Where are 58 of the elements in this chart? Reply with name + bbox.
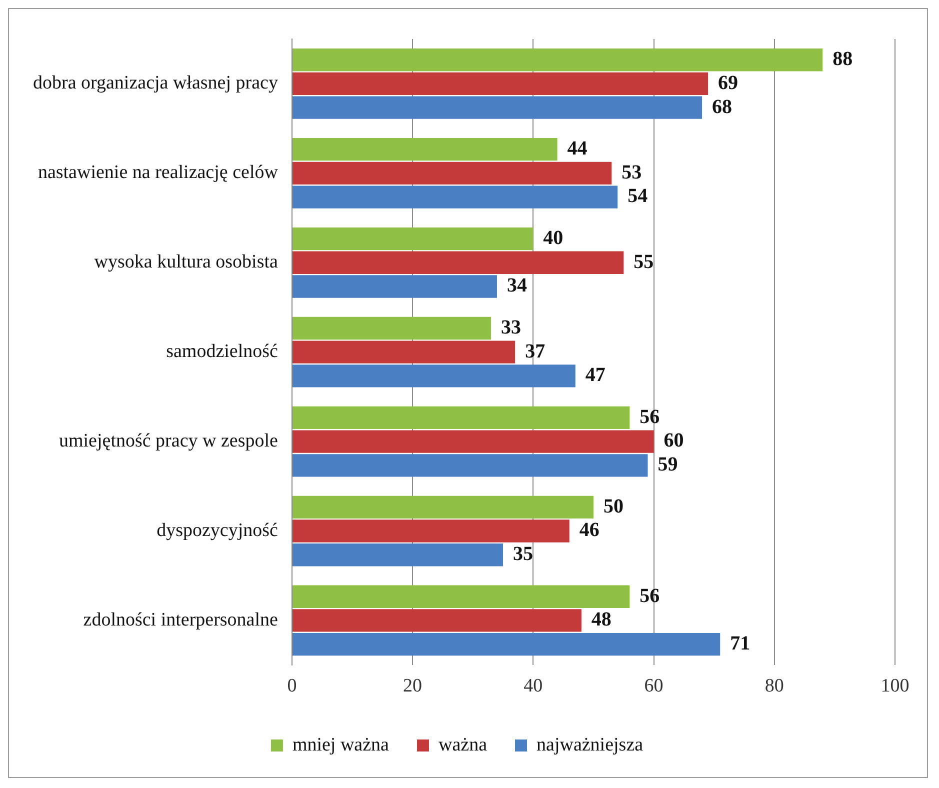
bar (292, 496, 594, 518)
bar (292, 275, 497, 298)
y-tick-label: wysoka kultura osobista (94, 252, 279, 273)
bar (292, 96, 702, 119)
bar (292, 632, 720, 656)
x-tick-label: 100 (880, 676, 910, 697)
data-label: 88 (832, 48, 853, 70)
data-label: 33 (500, 316, 521, 338)
data-label: 53 (622, 161, 642, 184)
data-label: 54 (628, 185, 648, 208)
data-label: 56 (640, 584, 660, 607)
y-tick-label: nastawienie na realizację celów (38, 162, 278, 184)
y-tick-label: zdolności interpersonalne (83, 609, 278, 630)
data-label: 37 (525, 340, 546, 362)
bar (292, 406, 630, 430)
bar (292, 340, 516, 364)
bar (292, 162, 612, 185)
bar (292, 544, 504, 566)
data-label: 69 (718, 72, 738, 94)
data-label: 55 (634, 250, 654, 273)
data-label: 48 (591, 608, 612, 631)
bar (292, 585, 630, 608)
x-tick-label: 60 (644, 676, 664, 697)
data-label: 34 (506, 274, 527, 297)
x-tick-label: 0 (287, 676, 297, 697)
y-tick-label: umiejętność pracy w zespole (58, 430, 278, 452)
data-label: 46 (579, 519, 600, 542)
legend-label: najważniejsza (536, 734, 644, 756)
data-label: 35 (513, 543, 534, 566)
bar (292, 454, 648, 477)
bar (292, 430, 654, 453)
data-label: 71 (730, 632, 750, 654)
data-label: 47 (585, 364, 606, 386)
y-tick-label: samodzielność (166, 341, 278, 362)
x-tick-label: 80 (764, 676, 784, 697)
bar (292, 316, 491, 340)
data-label: 60 (664, 430, 684, 452)
bar (292, 48, 823, 72)
data-label: 40 (543, 226, 564, 249)
legend-label: mniej ważna (292, 734, 390, 756)
x-tick-label: 20 (403, 676, 422, 697)
x-tick-label: 40 (524, 676, 543, 697)
data-label: 50 (603, 495, 624, 518)
bar (292, 186, 618, 208)
bar (292, 609, 582, 632)
bar (292, 138, 558, 161)
data-label: 68 (712, 96, 732, 118)
data-label: 56 (640, 406, 660, 428)
bar (292, 72, 708, 96)
data-label: 44 (567, 138, 588, 160)
bar (292, 227, 534, 250)
data-label: 59 (658, 454, 678, 476)
y-tick-label: dobra organizacja własnej pracy (32, 72, 278, 94)
bar (292, 364, 576, 388)
legend-label: ważna (438, 734, 488, 756)
bar (292, 251, 624, 274)
bar (292, 520, 570, 542)
y-tick-label: dyspozycyjność (156, 520, 278, 541)
